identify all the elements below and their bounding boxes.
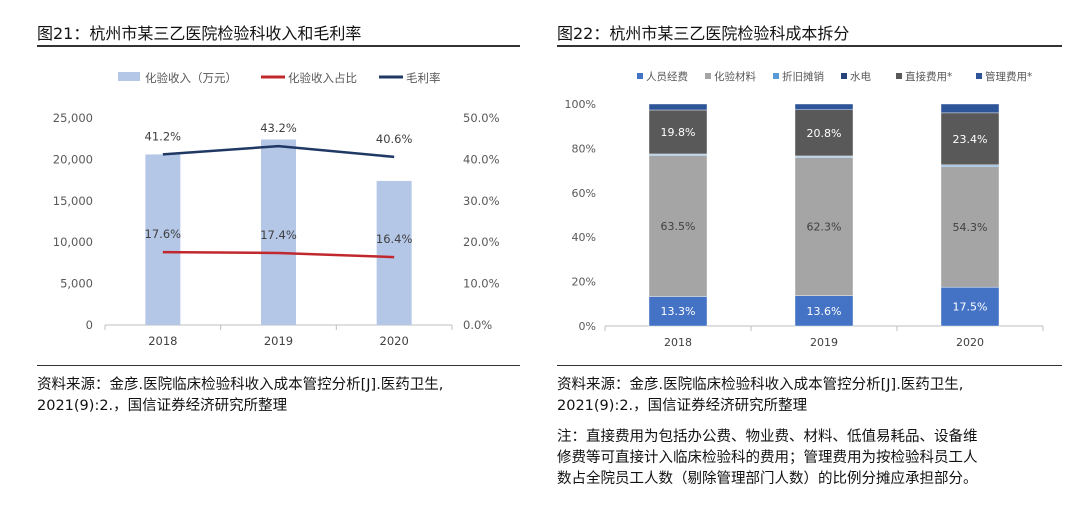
- data-label: 23.4%: [953, 133, 988, 146]
- legend-label-2: 折旧摊销: [782, 70, 824, 83]
- y2-tick-label: 0.0%: [463, 318, 492, 332]
- left-chart: 化验收入（万元） 化验收入占比 毛利率 0 5,000 10,000 15,000 20,00…: [53, 71, 500, 348]
- y-tick-label: 0: [86, 318, 93, 332]
- data-label: 20.8%: [807, 127, 842, 140]
- right-note: 注：直接费用为包括办公费、物业费、材料、低值易耗品、设备维 修费等可直接计入临床…: [557, 427, 978, 490]
- x-tick-label: 2018: [664, 336, 692, 349]
- y-tick-label: 20%: [572, 276, 596, 289]
- data-label: 63.5%: [661, 220, 696, 233]
- bar-revenue-2019: [261, 139, 296, 325]
- bar-segment-5-2020: [940, 103, 1000, 114]
- line-series-1: [162, 144, 395, 159]
- legend-label-0: 化验收入（万元）: [145, 71, 237, 85]
- bar-segment-0-2020: [940, 286, 1000, 327]
- left-figure-title: 图21：杭州市某三乙医院检验科收入和毛利率: [37, 24, 362, 43]
- y-tick-label: 0%: [579, 320, 596, 333]
- legend-label-0: 人员经费: [646, 70, 688, 83]
- x-tick-label: 2019: [810, 336, 838, 349]
- bar-segment-4-2020: [940, 112, 1000, 166]
- left-bottom-rule: [37, 365, 520, 366]
- legend-label-3: 水电: [850, 70, 871, 83]
- legend-swatch-2: [773, 73, 779, 79]
- data-label: 13.3%: [661, 305, 696, 318]
- legend-swatch-0: [118, 72, 140, 81]
- x-tick-label: 2018: [148, 334, 177, 348]
- right-title-rule: [557, 45, 1062, 47]
- legend-swatch-1: [705, 73, 711, 79]
- right-note-line3: 数占全院员工人数（剔除管理部门人数）的比例分摊应承担部分。: [557, 471, 978, 487]
- bar-segment-1-2018: [648, 155, 708, 297]
- bar-segment-5-2019: [794, 103, 854, 110]
- legend-swatch-0: [637, 73, 643, 79]
- right-note-line1: 注：直接费用为包括办公费、物业费、材料、低值易耗品、设备维: [557, 429, 978, 445]
- data-label: 62.3%: [807, 221, 842, 234]
- data-label: 17.5%: [953, 301, 988, 314]
- bar-segment-0-2019: [794, 295, 854, 327]
- left-source: 资料来源：金彦.医院临床检验科收入成本管控分析[J].医药卫生, 2021(9)…: [37, 375, 443, 417]
- right-chart: 人员经费 化验材料 折旧摊销 水电 直接费用* 管理费用* 0% 20% 40% 60% 80% 10…: [565, 70, 1044, 349]
- right-figure-title: 图22：杭州市某三乙医院检验科成本拆分: [557, 24, 850, 43]
- legend-swatch-4: [896, 73, 902, 79]
- x-tick-label: 2019: [264, 334, 293, 348]
- left-figure: 图21：杭州市某三乙医院检验科收入和毛利率 化验收入（万元） 化验收入占比 毛利率 0…: [0, 0, 530, 507]
- y-tick-label: 15,000: [53, 194, 93, 208]
- right-source: 资料来源：金彦.医院临床检验科收入成本管控分析[J].医药卫生, 2021(9)…: [557, 375, 963, 417]
- line-series-0: [162, 250, 395, 259]
- y-tick-label: 100%: [565, 98, 596, 111]
- y-tick-label: 20,000: [53, 152, 93, 166]
- legend-label-1: 化验材料: [714, 70, 756, 83]
- y-tick-label: 80%: [572, 142, 596, 155]
- y-tick-label: 60%: [572, 187, 596, 200]
- bar-revenue-2018: [145, 154, 181, 325]
- bar-segment-5-2018: [648, 103, 708, 111]
- legend-swatch-5: [976, 73, 982, 79]
- x-tick-label: 2020: [956, 336, 984, 349]
- right-source-line1: 资料来源：金彦.医院临床检验科收入成本管控分析[J].医药卫生,: [557, 377, 964, 393]
- data-label: 17.6%: [145, 227, 182, 241]
- x-tick-label: 2020: [380, 334, 409, 348]
- left-title-rule: [37, 45, 520, 47]
- bar-segment-1-2019: [794, 157, 854, 297]
- y2-tick-label: 40.0%: [463, 152, 500, 166]
- y-tick-label: 25,000: [53, 111, 93, 125]
- legend-label-4: 直接费用*: [905, 70, 952, 83]
- y2-tick-label: 10.0%: [463, 277, 500, 291]
- data-label: 43.2%: [260, 121, 297, 135]
- right-bottom-rule: [557, 365, 1062, 366]
- data-label: 17.4%: [260, 228, 297, 242]
- y2-tick-label: 30.0%: [463, 194, 500, 208]
- bar-segment-4-2018: [648, 109, 708, 155]
- y2-tick-label: 20.0%: [463, 235, 500, 249]
- data-label: 16.4%: [376, 232, 413, 246]
- bar-segment-0-2018: [648, 296, 708, 327]
- right-note-line2: 修费等可直接计入临床检验科的费用；管理费用为按检验科员工人: [557, 450, 978, 466]
- data-label: 40.6%: [376, 132, 413, 146]
- legend-label-1: 化验收入占比: [288, 71, 357, 85]
- right-figure: 图22：杭州市某三乙医院检验科成本拆分 人员经费 化验材料 折旧摊销 水电 直接费用* 管…: [545, 0, 1080, 507]
- left-source-line2: 2021(9):2.，国信证券经济研究所整理: [37, 398, 288, 414]
- y-tick-label: 5,000: [60, 277, 93, 291]
- legend-label-5: 管理费用*: [985, 70, 1032, 83]
- legend-swatch-3: [841, 73, 847, 79]
- right-source-line2: 2021(9):2.，国信证券经济研究所整理: [557, 398, 808, 414]
- legend-label-2: 毛利率: [406, 71, 441, 85]
- y-tick-label: 10,000: [53, 235, 93, 249]
- y2-tick-label: 50.0%: [463, 111, 500, 125]
- data-label: 13.6%: [807, 305, 842, 318]
- data-label: 41.2%: [145, 129, 182, 143]
- bar-revenue-2020: [376, 180, 412, 325]
- data-label: 54.3%: [953, 221, 988, 234]
- bar-segment-1-2020: [940, 166, 1000, 288]
- left-source-line1: 资料来源：金彦.医院临床检验科收入成本管控分析[J].医药卫生,: [37, 377, 444, 393]
- bar-segment-4-2019: [794, 109, 854, 157]
- data-label: 19.8%: [661, 126, 696, 139]
- y-tick-label: 40%: [572, 231, 596, 244]
